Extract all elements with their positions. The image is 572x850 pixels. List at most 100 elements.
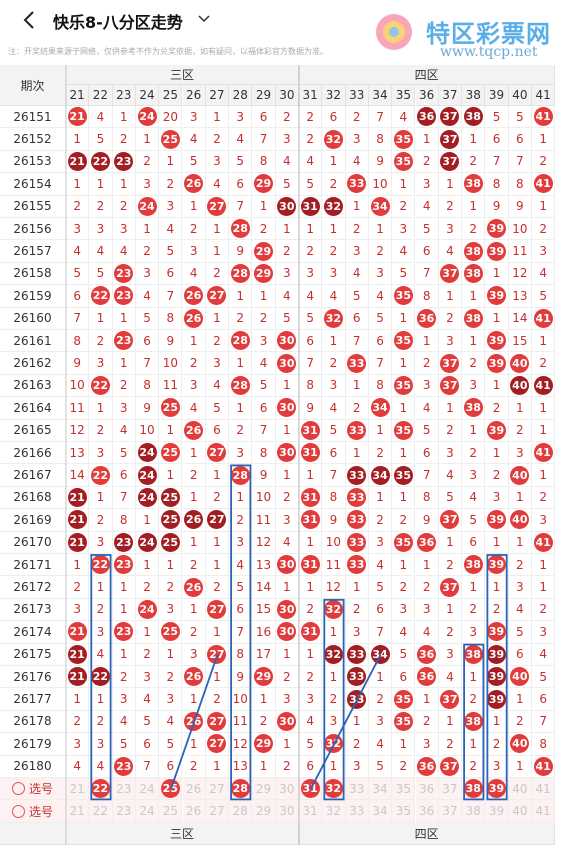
- select-radio[interactable]: [11, 804, 25, 818]
- cell: 30: [275, 554, 299, 577]
- selected-ball[interactable]: 25: [160, 779, 180, 799]
- hit-ball: 26: [184, 174, 204, 194]
- select-cell[interactable]: 34: [368, 800, 393, 823]
- select-number[interactable]: 36: [419, 781, 435, 796]
- select-number[interactable]: 41: [535, 781, 551, 796]
- miss-count: 7: [539, 714, 547, 729]
- select-cell[interactable]: 41: [532, 800, 556, 823]
- select-cell[interactable]: 22: [89, 800, 113, 823]
- select-number[interactable]: 28: [232, 804, 248, 819]
- select-cell[interactable]: 29: [252, 778, 276, 801]
- select-number[interactable]: 26: [186, 781, 202, 796]
- select-number[interactable]: 31: [302, 804, 318, 819]
- select-number[interactable]: 35: [395, 781, 411, 796]
- select-radio[interactable]: [11, 782, 25, 796]
- select-cell[interactable]: 35: [392, 800, 416, 823]
- select-number[interactable]: 34: [372, 804, 388, 819]
- select-cell[interactable]: 24: [135, 778, 160, 801]
- select-number[interactable]: 22: [92, 804, 109, 819]
- select-number[interactable]: 29: [255, 781, 272, 796]
- select-cell[interactable]: 27: [205, 800, 230, 823]
- select-cell[interactable]: 25: [159, 778, 183, 801]
- select-cell[interactable]: 24: [135, 800, 160, 823]
- select-cell[interactable]: 31: [299, 800, 323, 823]
- select-cell[interactable]: 31: [299, 778, 323, 801]
- select-cell[interactable]: 28: [229, 800, 253, 823]
- select-cell[interactable]: 29: [252, 800, 276, 823]
- selected-ball[interactable]: 38: [463, 779, 483, 799]
- select-number[interactable]: 32: [325, 804, 342, 819]
- select-cell[interactable]: 36: [415, 800, 439, 823]
- miss-count: 1: [539, 333, 547, 348]
- select-number[interactable]: 41: [535, 804, 551, 819]
- select-cell[interactable]: 21: [66, 800, 90, 823]
- title-dropdown[interactable]: [198, 14, 210, 24]
- miss-count: 10: [512, 221, 528, 236]
- select-number[interactable]: 39: [488, 804, 505, 819]
- select-cell[interactable]: 26: [182, 800, 206, 823]
- back-button[interactable]: [22, 10, 36, 30]
- selected-ball[interactable]: 28: [230, 779, 250, 799]
- select-cell[interactable]: 32: [322, 778, 346, 801]
- select-number[interactable]: 27: [209, 804, 225, 819]
- select-number[interactable]: 40: [512, 781, 528, 796]
- miss-count: 2: [469, 445, 478, 460]
- hit-ball: 37: [440, 577, 460, 597]
- miss-count: 3: [283, 132, 291, 147]
- select-number[interactable]: 37: [442, 781, 458, 796]
- select-cell[interactable]: 41: [532, 778, 556, 801]
- select-number[interactable]: 33: [349, 804, 365, 819]
- select-cell[interactable]: 33: [345, 800, 369, 823]
- select-number[interactable]: 24: [139, 804, 155, 819]
- select-cell[interactable]: 25: [159, 800, 183, 823]
- select-cell[interactable]: 23: [112, 778, 136, 801]
- select-cell[interactable]: 28: [229, 778, 253, 801]
- select-cell[interactable]: 34: [368, 778, 393, 801]
- select-cell[interactable]: 37: [438, 800, 463, 823]
- select-cell[interactable]: 27: [205, 778, 230, 801]
- select-number[interactable]: 35: [395, 804, 411, 819]
- select-number[interactable]: 26: [186, 804, 202, 819]
- select-number[interactable]: 25: [162, 804, 178, 819]
- select-cell[interactable]: 39: [485, 778, 509, 801]
- select-number[interactable]: 37: [442, 804, 458, 819]
- select-number[interactable]: 40: [512, 804, 528, 819]
- selected-ball[interactable]: 22: [90, 779, 110, 799]
- select-cell[interactable]: 39: [485, 800, 509, 823]
- select-cell[interactable]: 26: [182, 778, 206, 801]
- cell: 8: [299, 374, 323, 398]
- column-header: 22: [89, 85, 113, 106]
- select-cell[interactable]: 37: [438, 778, 463, 801]
- select-cell[interactable]: 22: [89, 778, 113, 801]
- select-number[interactable]: 24: [139, 781, 155, 796]
- miss-count: 6: [259, 109, 268, 124]
- select-cell[interactable]: 23: [112, 800, 136, 823]
- select-cell[interactable]: 38: [462, 800, 486, 823]
- select-number[interactable]: 23: [116, 804, 132, 819]
- select-cell[interactable]: 40: [508, 778, 532, 801]
- selected-ball[interactable]: 32: [323, 779, 343, 799]
- selected-ball[interactable]: 39: [487, 779, 507, 799]
- select-cell[interactable]: 30: [275, 800, 299, 823]
- select-cell[interactable]: 30: [275, 778, 299, 801]
- select-cell[interactable]: 32: [322, 800, 346, 823]
- miss-count: 11: [162, 378, 178, 393]
- select-number[interactable]: 38: [465, 804, 481, 819]
- select-cell[interactable]: 38: [462, 778, 486, 801]
- select-number[interactable]: 27: [209, 781, 225, 796]
- select-number[interactable]: 30: [279, 804, 295, 819]
- select-number[interactable]: 21: [69, 804, 85, 819]
- select-number[interactable]: 23: [116, 781, 132, 796]
- select-cell[interactable]: 21: [66, 778, 90, 801]
- select-number[interactable]: 29: [255, 804, 272, 819]
- select-number[interactable]: 36: [419, 804, 435, 819]
- select-cell[interactable]: 35: [392, 778, 416, 801]
- select-number[interactable]: 21: [69, 781, 85, 796]
- select-number[interactable]: 33: [349, 781, 365, 796]
- select-cell[interactable]: 40: [508, 800, 532, 823]
- select-number[interactable]: 30: [279, 781, 295, 796]
- select-number[interactable]: 34: [372, 781, 388, 796]
- selected-ball[interactable]: 31: [300, 779, 320, 799]
- select-cell[interactable]: 33: [345, 778, 369, 801]
- select-cell[interactable]: 36: [415, 778, 439, 801]
